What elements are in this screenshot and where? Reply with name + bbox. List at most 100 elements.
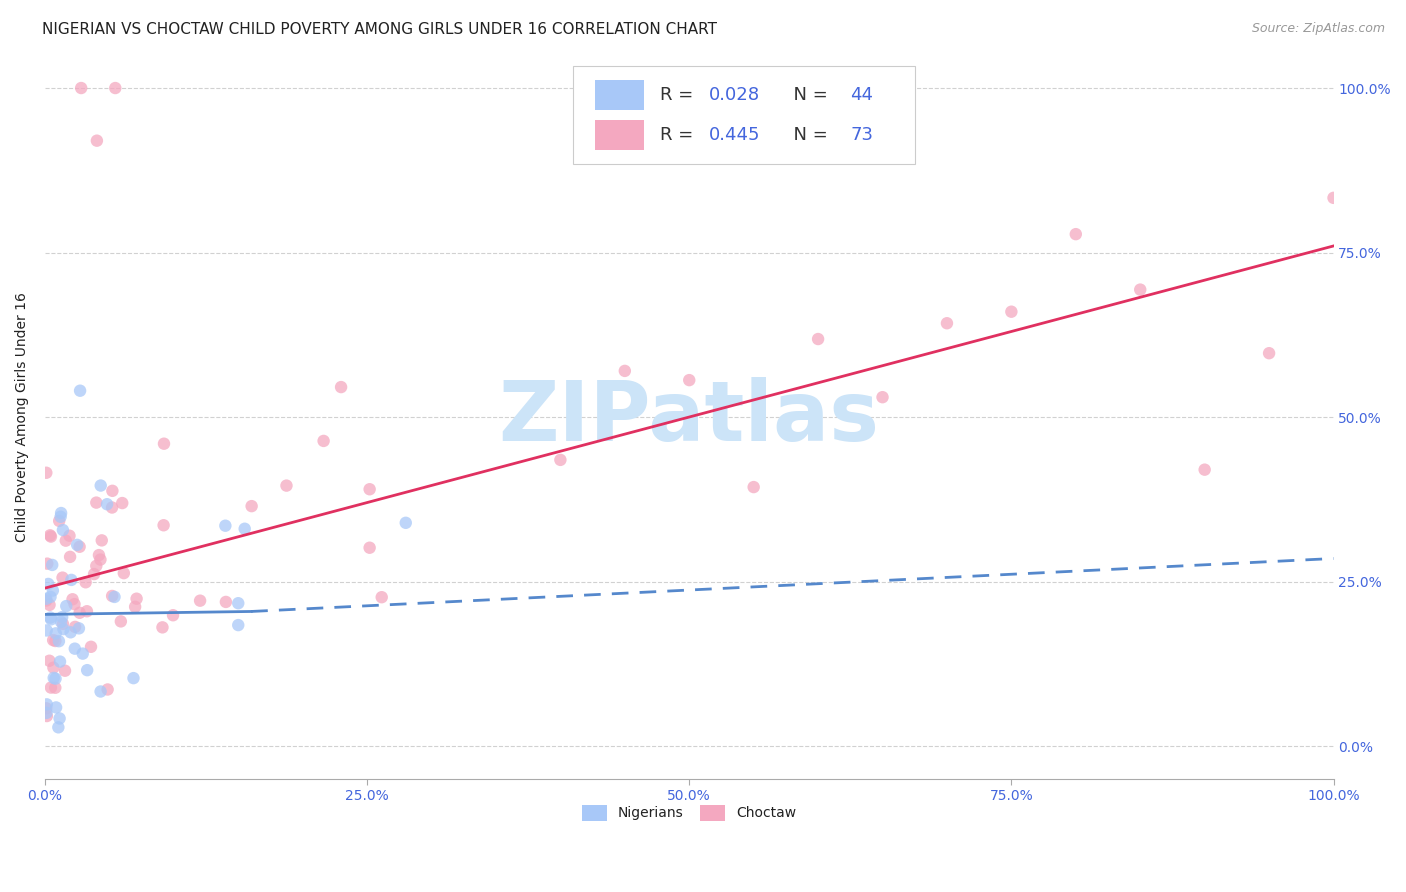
Point [69, 606, 91, 620]
Point [35, 698, 58, 712]
Point [48, 514, 70, 528]
Point [38, 654, 60, 668]
Point [51, 571, 73, 585]
Point [63, 620, 86, 634]
Point [55, 599, 77, 613]
Point [359, 482, 381, 496]
Point [62, 592, 84, 607]
Point [39, 528, 62, 542]
Point [58, 529, 80, 543]
Point [550, 453, 572, 467]
Point [67, 621, 90, 635]
Point [70, 81, 93, 95]
Point [312, 434, 335, 448]
Point [39, 590, 62, 604]
Point [35, 593, 58, 607]
Point [63, 597, 86, 611]
Point [110, 615, 132, 629]
Point [103, 590, 125, 604]
Point [276, 478, 298, 492]
Point [240, 499, 263, 513]
Text: 44: 44 [851, 86, 873, 104]
Point [112, 566, 135, 581]
Point [55, 533, 77, 548]
Point [89, 552, 111, 566]
Point [162, 608, 184, 623]
Point [52, 622, 75, 636]
Text: R =: R = [659, 126, 699, 144]
Point [370, 591, 392, 605]
Point [101, 589, 124, 603]
Point [39, 610, 62, 624]
Point [76, 604, 98, 618]
Point [42, 633, 65, 648]
Point [52, 616, 75, 631]
Point [122, 671, 145, 685]
Point [1000, 304, 1022, 318]
Point [124, 599, 146, 614]
FancyBboxPatch shape [574, 66, 915, 164]
Point [42, 671, 65, 685]
Point [872, 390, 894, 404]
Text: 0.445: 0.445 [709, 126, 761, 144]
Point [215, 595, 238, 609]
Point [35, 701, 58, 715]
Point [37, 557, 59, 571]
Point [35, 466, 58, 480]
Point [59, 549, 82, 564]
Y-axis label: Child Poverty Among Girls Under 16: Child Poverty Among Girls Under 16 [15, 292, 30, 542]
Point [90, 478, 112, 492]
Point [1258, 346, 1281, 360]
Point [678, 373, 700, 387]
Text: NIGERIAN VS CHOCTAW CHILD POVERTY AMONG GIRLS UNDER 16 CORRELATION CHART: NIGERIAN VS CHOCTAW CHILD POVERTY AMONG … [42, 22, 717, 37]
Point [42, 583, 65, 598]
Point [49, 615, 72, 629]
Point [86, 495, 108, 509]
Point [35, 706, 58, 720]
Point [42, 661, 65, 675]
Point [80, 640, 103, 654]
Text: 0.028: 0.028 [709, 86, 759, 104]
Point [111, 496, 134, 510]
Point [41, 558, 63, 572]
Point [214, 518, 236, 533]
Point [51, 610, 73, 624]
Point [63, 641, 86, 656]
Point [226, 596, 249, 610]
Point [45, 700, 67, 714]
Point [87, 548, 110, 562]
Point [84, 558, 107, 573]
Point [60, 573, 83, 587]
Point [72, 647, 94, 661]
Point [83, 567, 105, 582]
Point [90, 684, 112, 698]
Point [39, 612, 62, 626]
Point [1194, 463, 1216, 477]
Point [395, 516, 418, 530]
Point [38, 598, 60, 612]
Point [101, 483, 124, 498]
Point [153, 436, 176, 450]
Point [35, 591, 58, 606]
Point [44, 634, 66, 648]
Text: N =: N = [782, 126, 834, 144]
Point [152, 620, 174, 634]
Point [1322, 191, 1344, 205]
Point [49, 509, 72, 524]
Point [96, 497, 118, 511]
Point [69, 540, 91, 554]
Point [101, 500, 124, 515]
Point [233, 522, 256, 536]
Point [936, 316, 959, 330]
Point [188, 593, 211, 607]
Text: 73: 73 [851, 126, 873, 144]
Text: N =: N = [782, 86, 834, 104]
Point [742, 480, 765, 494]
Point [125, 591, 148, 606]
Point [1129, 283, 1152, 297]
Point [39, 681, 62, 695]
Point [226, 618, 249, 632]
Point [613, 364, 636, 378]
Point [76, 663, 98, 677]
Point [59, 625, 82, 640]
